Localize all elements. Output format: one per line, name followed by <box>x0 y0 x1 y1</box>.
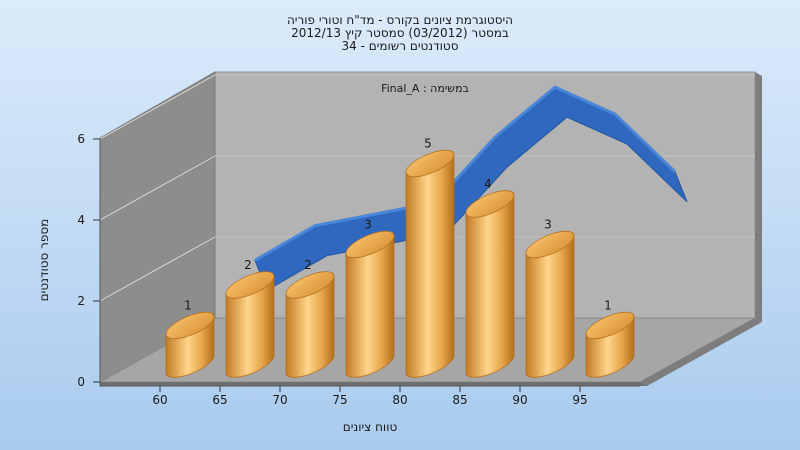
chart-title-line-3: סטודנטים רשומים - 34 <box>341 39 458 53</box>
x-tick-label: 65 <box>212 393 227 407</box>
bar-80: 5 <box>405 137 455 378</box>
bar-85: 4 <box>465 177 515 378</box>
grid-line-side <box>99 236 216 302</box>
bar-body <box>465 194 515 378</box>
floor-front-face <box>100 382 647 386</box>
bar-body <box>345 235 395 378</box>
y-tick-label: 0 <box>77 375 85 389</box>
x-tick-label: 75 <box>332 393 347 407</box>
bar-value-label: 5 <box>424 137 432 151</box>
bar-value-label: 2 <box>304 258 312 272</box>
chart-title-line-2: במסטר (03/2012) סמסטר קיץ 2012/13 <box>291 26 509 40</box>
bar-body <box>225 275 275 378</box>
wall-right-edge <box>755 72 762 322</box>
bar-value-label: 3 <box>364 218 372 232</box>
x-tick-label: 85 <box>452 393 467 407</box>
bar-body <box>525 235 575 378</box>
bar-60: 1 <box>165 299 215 378</box>
bar-cap <box>405 149 455 178</box>
bar-value-label: 2 <box>244 258 252 272</box>
x-axis-label: טווח ציונים <box>343 420 398 434</box>
bar-value-label: 1 <box>184 299 192 313</box>
y-tick-label: 6 <box>77 132 85 146</box>
bar-cap <box>585 311 635 340</box>
bar-body <box>285 275 335 378</box>
x-tick-label: 60 <box>152 393 167 407</box>
y-tick-label: 4 <box>77 213 85 227</box>
grid-line-side <box>99 74 216 140</box>
bar-cap <box>525 230 575 259</box>
y-axis-label: מספר סטודנטים <box>37 219 51 302</box>
x-tick-label: 95 <box>572 393 587 407</box>
bar-value-label: 3 <box>544 218 552 232</box>
floor-front-edge <box>640 318 762 386</box>
x-tick-label: 80 <box>392 393 407 407</box>
bar-value-label: 1 <box>604 299 612 313</box>
bar-cap <box>285 271 335 299</box>
bar-65: 2 <box>225 258 275 378</box>
bar-cap <box>165 311 215 340</box>
bar-90: 3 <box>525 218 575 378</box>
bar-body <box>405 154 455 378</box>
trend-ribbon-edge <box>254 85 677 262</box>
x-tick-label: 90 <box>512 393 527 407</box>
grid-line-side <box>99 155 216 221</box>
bar-cap <box>465 190 515 218</box>
bar-95: 1 <box>585 299 635 378</box>
x-tick-label: 70 <box>272 393 287 407</box>
bars: 1 2 2 3 5 4 3 1 <box>165 137 635 378</box>
bar-value-label: 4 <box>484 177 492 191</box>
axes: 0 2 4 6 60 65 70 75 80 85 90 95 <box>77 132 640 407</box>
bar-75: 3 <box>345 218 395 378</box>
bar-cap <box>225 271 275 299</box>
chart-title-line-1: היסטוגרמת ציונים בקורס - מד"ח וטורי פורי… <box>287 13 513 27</box>
bar-70: 2 <box>285 258 335 378</box>
y-tick-label: 2 <box>77 294 85 308</box>
bar-cap <box>345 230 395 259</box>
chart-annotation: Final_A : במשימה <box>381 82 469 95</box>
